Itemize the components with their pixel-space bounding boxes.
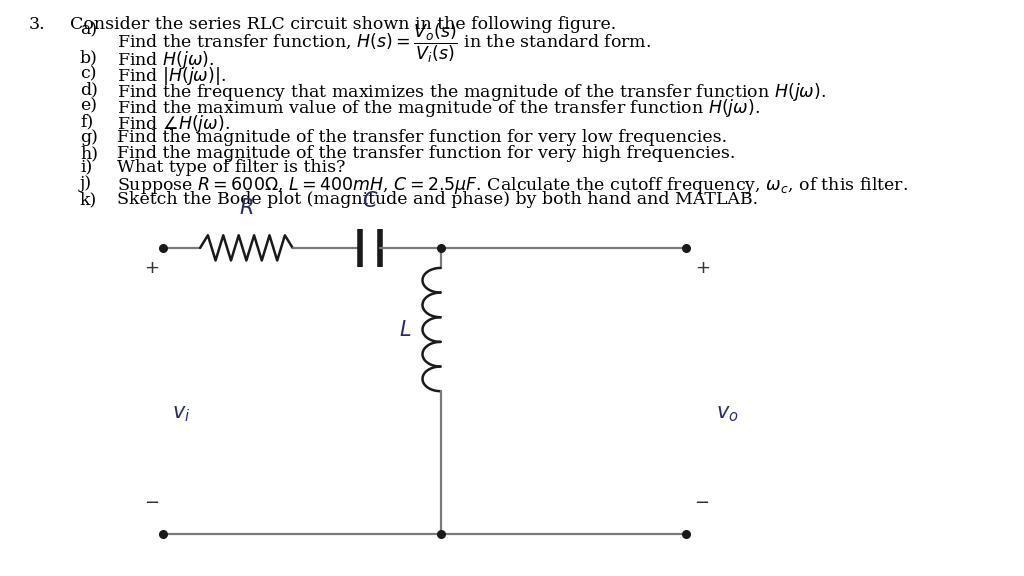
Text: $C$: $C$ bbox=[362, 191, 379, 211]
Text: j): j) bbox=[80, 175, 92, 192]
Text: g): g) bbox=[80, 129, 98, 146]
Text: Suppose $R = 600\Omega$, $L = 400mH$, $C = 2.5\mu F$. Calculate the cutoff frequ: Suppose $R = 600\Omega$, $L = 400mH$, $C… bbox=[117, 175, 908, 196]
Text: Find the magnitude of the transfer function for very high frequencies.: Find the magnitude of the transfer funct… bbox=[117, 145, 735, 162]
Text: $v_i$: $v_i$ bbox=[172, 404, 190, 424]
Text: Find $\angle H(j\omega)$.: Find $\angle H(j\omega)$. bbox=[117, 113, 229, 135]
Text: $v_o$: $v_o$ bbox=[716, 404, 738, 424]
Text: Find the transfer function, $H(s) = \dfrac{V_o(s)}{V_i(s)}$ in the standard form: Find the transfer function, $H(s) = \dfr… bbox=[117, 21, 651, 65]
Text: h): h) bbox=[80, 145, 98, 162]
Text: +: + bbox=[694, 259, 710, 277]
Text: Find $|H(j\omega)|$.: Find $|H(j\omega)|$. bbox=[117, 65, 226, 87]
Text: Find the frequency that maximizes the magnitude of the transfer function $H(j\om: Find the frequency that maximizes the ma… bbox=[117, 81, 826, 103]
Text: Find $H(j\omega)$.: Find $H(j\omega)$. bbox=[117, 49, 214, 71]
Text: k): k) bbox=[80, 191, 97, 208]
Text: i): i) bbox=[80, 159, 92, 176]
Text: 3.: 3. bbox=[29, 16, 46, 33]
Text: $L$: $L$ bbox=[399, 320, 412, 340]
Text: Sketch the Bode plot (magnitude and phase) by both hand and MATLAB.: Sketch the Bode plot (magnitude and phas… bbox=[117, 191, 758, 208]
Text: e): e) bbox=[80, 97, 97, 114]
Text: c): c) bbox=[80, 65, 96, 82]
Text: a): a) bbox=[80, 21, 97, 39]
Text: −: − bbox=[144, 494, 160, 512]
Text: b): b) bbox=[80, 49, 98, 66]
Text: What type of filter is this?: What type of filter is this? bbox=[117, 159, 345, 176]
Text: Find the maximum value of the magnitude of the transfer function $H(j\omega)$.: Find the maximum value of the magnitude … bbox=[117, 97, 760, 119]
Text: Consider the series RLC circuit shown in the following figure.: Consider the series RLC circuit shown in… bbox=[70, 16, 616, 33]
Text: −: − bbox=[694, 494, 710, 512]
Text: d): d) bbox=[80, 81, 98, 98]
Text: $R$: $R$ bbox=[240, 198, 254, 218]
Text: Find the magnitude of the transfer function for very low frequencies.: Find the magnitude of the transfer funct… bbox=[117, 129, 727, 146]
Text: f): f) bbox=[80, 113, 93, 130]
Text: +: + bbox=[144, 259, 160, 277]
